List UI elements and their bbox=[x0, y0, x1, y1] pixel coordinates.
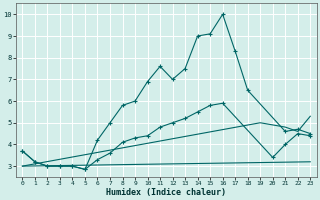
X-axis label: Humidex (Indice chaleur): Humidex (Indice chaleur) bbox=[106, 188, 226, 197]
